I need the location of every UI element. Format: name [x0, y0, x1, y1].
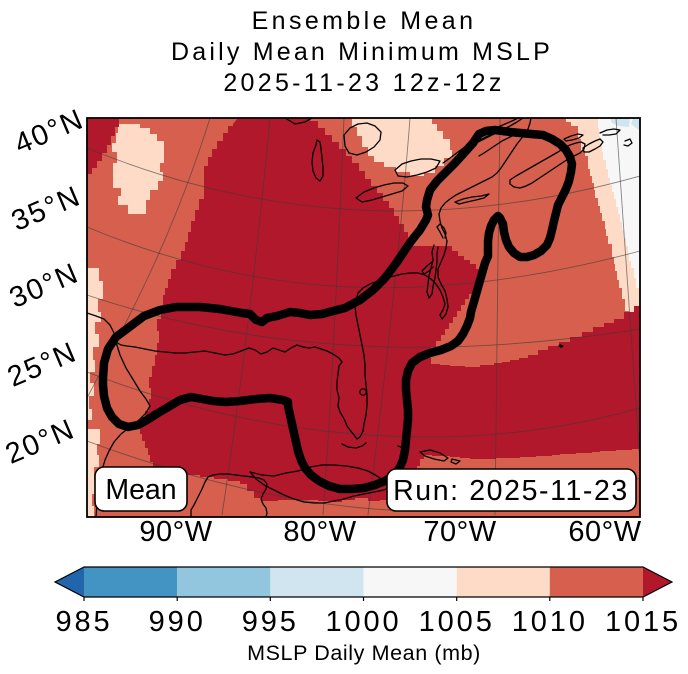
svg-text:MSLP Daily Mean (mb): MSLP Daily Mean (mb): [247, 641, 481, 665]
svg-text:1005: 1005: [419, 606, 495, 638]
svg-text:70°W: 70°W: [423, 516, 496, 548]
svg-text:995: 995: [242, 606, 299, 638]
svg-text:60°W: 60°W: [568, 516, 641, 548]
svg-text:80°W: 80°W: [283, 516, 356, 548]
svg-text:1010: 1010: [512, 606, 588, 638]
svg-text:1015: 1015: [605, 606, 681, 638]
svg-text:Run: 2025-11-23: Run: 2025-11-23: [393, 475, 629, 507]
svg-text:Daily Mean Minimum MSLP: Daily Mean Minimum MSLP: [171, 38, 553, 66]
svg-text:985: 985: [55, 606, 112, 638]
svg-text:Mean: Mean: [105, 474, 176, 506]
svg-text:1000: 1000: [325, 606, 401, 638]
svg-text:Ensemble Mean: Ensemble Mean: [252, 7, 477, 35]
svg-text:990: 990: [149, 606, 206, 638]
svg-text:90°W: 90°W: [139, 516, 212, 548]
svg-text:2025-11-23 12z-12z: 2025-11-23 12z-12z: [223, 69, 504, 97]
